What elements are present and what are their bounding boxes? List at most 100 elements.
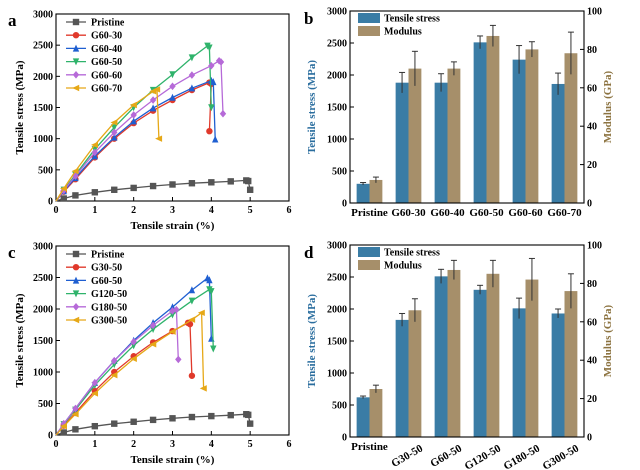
data-point xyxy=(246,420,254,427)
y2-axis-label: Modulus (GPa) xyxy=(602,70,614,143)
legend-marker xyxy=(72,71,80,79)
x-category-label: G300-50 xyxy=(541,442,582,470)
legend-marker xyxy=(72,303,80,311)
data-point xyxy=(60,195,67,202)
x-category-label: G60-50 xyxy=(428,442,464,470)
data-point xyxy=(168,328,176,335)
y-tick-label: 2000 xyxy=(33,305,53,316)
data-point xyxy=(91,390,99,397)
data-point xyxy=(91,422,99,430)
data-point xyxy=(169,181,176,188)
bar-modulus xyxy=(369,389,383,437)
y-tick-label: 500 xyxy=(38,399,53,410)
legend-label: G300-50 xyxy=(91,316,127,327)
bar-modulus xyxy=(525,279,539,437)
y2-tick-label: 40 xyxy=(587,122,597,133)
legend-label: Tensile stress xyxy=(384,14,440,25)
y-tick-label: 0 xyxy=(342,433,347,444)
data-point xyxy=(149,182,157,190)
data-point xyxy=(199,385,207,392)
x-tick-label: 6 xyxy=(287,439,292,450)
panel-a: a 0 1 2 3 4 5 6 0 500 1000 1500 2000 2500 3000 Tensile … xyxy=(8,10,292,233)
y-axis-label: Tensile stress (MPa) xyxy=(306,294,318,388)
bar-tensile xyxy=(356,397,370,437)
legend-marker xyxy=(72,18,80,26)
data-point xyxy=(59,185,67,192)
data-point xyxy=(169,311,176,319)
y2-tick-label: 60 xyxy=(587,317,597,328)
y-tick-label: 1500 xyxy=(327,103,347,114)
plot-frame xyxy=(349,10,585,204)
data-point xyxy=(153,86,161,93)
legend-label: G60-50 xyxy=(91,276,122,287)
y-tick-label: 2000 xyxy=(327,71,347,82)
bar-tensile xyxy=(473,289,487,437)
x-category-label: G60-70 xyxy=(547,207,582,219)
panel-letter: a xyxy=(8,11,17,30)
data-point xyxy=(71,167,79,175)
data-point xyxy=(60,419,67,428)
data-point xyxy=(188,84,196,92)
data-point xyxy=(217,58,225,66)
x-category-label: G60-60 xyxy=(508,207,543,219)
data-point xyxy=(208,288,215,296)
x-tick-label: 1 xyxy=(92,205,97,216)
y2-tick-label: 0 xyxy=(587,433,592,444)
data-point xyxy=(197,309,205,316)
y-tick-label: 0 xyxy=(48,431,53,442)
x-tick-label: 4 xyxy=(209,205,214,216)
y2-tick-label: 100 xyxy=(587,7,602,18)
bar-modulus xyxy=(525,49,539,204)
data-point xyxy=(111,186,118,193)
panel-b: b 0 500 1000 1500 2000 2500 3000 0 20 40 60 80 100 Pri… xyxy=(304,7,614,220)
y-axis-label: Tensile stress (MPa) xyxy=(14,60,26,154)
legend-marker xyxy=(72,44,80,52)
series-line-G60-60 xyxy=(55,60,224,202)
x-axis-label: Tensile strain (%) xyxy=(131,220,215,232)
bar-modulus xyxy=(447,269,461,437)
data-point xyxy=(110,119,118,126)
y-tick-label: 3000 xyxy=(33,242,53,253)
data-point xyxy=(149,416,157,424)
y-tick-label: 500 xyxy=(332,167,347,178)
y-tick-label: 2000 xyxy=(33,72,53,83)
y2-tick-label: 20 xyxy=(587,160,597,171)
bar-modulus xyxy=(369,179,383,203)
data-point xyxy=(169,82,176,91)
y2-tick-label: 40 xyxy=(587,356,597,367)
y2-tick-label: 60 xyxy=(587,83,597,94)
y-tick-label: 1000 xyxy=(327,135,347,146)
x-tick-label: 1 xyxy=(92,439,97,450)
y-axis-label: Tensile stress (MPa) xyxy=(14,293,26,387)
y2-tick-label: 100 xyxy=(587,241,602,252)
legend-label: Pristine xyxy=(91,18,125,29)
panel-d: d 0 500 1000 1500 2000 2500 3000 0 20 40 60 80 100 Pri… xyxy=(304,241,614,470)
x-tick-label: 0 xyxy=(54,439,59,450)
bar-tensile xyxy=(434,276,448,437)
data-point xyxy=(188,180,196,187)
data-point xyxy=(175,355,182,364)
y-tick-label: 3000 xyxy=(33,10,53,21)
legend-label: Pristine xyxy=(91,250,125,261)
data-point xyxy=(130,111,137,119)
y-tick-label: 1000 xyxy=(33,134,53,145)
x-category-label: G60-40 xyxy=(430,207,465,219)
data-point xyxy=(60,186,67,195)
data-point xyxy=(129,101,137,109)
data-point xyxy=(155,135,163,142)
y-tick-label: 2500 xyxy=(327,273,347,284)
data-point xyxy=(129,355,137,362)
y-tick-label: 2500 xyxy=(33,273,53,284)
y-tick-label: 1500 xyxy=(33,336,53,347)
y-tick-label: 0 xyxy=(48,197,53,208)
legend-marker xyxy=(72,58,80,66)
legend-label: G60-40 xyxy=(91,44,122,55)
data-point xyxy=(60,429,67,436)
legend-swatch xyxy=(358,26,380,36)
data-point xyxy=(111,124,118,132)
bar-tensile xyxy=(512,59,526,203)
legend-label: G60-30 xyxy=(91,31,122,42)
x-category-label: Pristine xyxy=(351,441,388,453)
data-point xyxy=(227,411,234,419)
